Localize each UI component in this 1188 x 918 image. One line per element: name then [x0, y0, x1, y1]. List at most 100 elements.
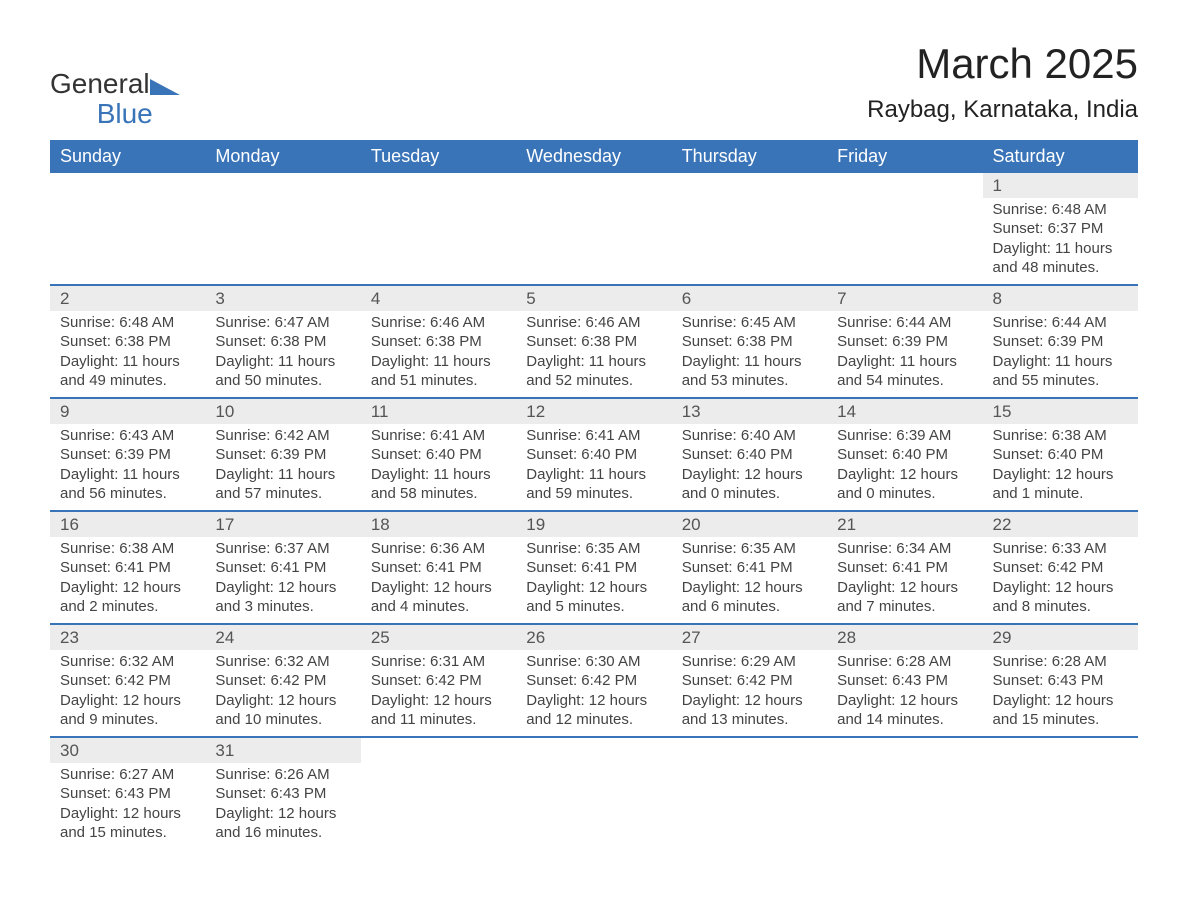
day-detail-cell: Sunrise: 6:35 AMSunset: 6:41 PMDaylight:… — [672, 537, 827, 624]
daylight-text: Daylight: 11 hours and 50 minutes. — [215, 352, 350, 391]
sunset-text: Sunset: 6:42 PM — [993, 558, 1128, 578]
day-detail-cell: Sunrise: 6:46 AMSunset: 6:38 PMDaylight:… — [361, 311, 516, 398]
week-detail-row: Sunrise: 6:48 AMSunset: 6:38 PMDaylight:… — [50, 311, 1138, 398]
sunrise-text: Sunrise: 6:29 AM — [682, 652, 817, 672]
sunset-text: Sunset: 6:39 PM — [215, 445, 350, 465]
sunrise-text: Sunrise: 6:44 AM — [993, 313, 1128, 333]
week-detail-row: Sunrise: 6:43 AMSunset: 6:39 PMDaylight:… — [50, 424, 1138, 511]
sunrise-text: Sunrise: 6:37 AM — [215, 539, 350, 559]
day-number-cell: 20 — [672, 511, 827, 537]
day-detail-cell — [50, 198, 205, 285]
day-detail-cell: Sunrise: 6:41 AMSunset: 6:40 PMDaylight:… — [361, 424, 516, 511]
sunset-text: Sunset: 6:37 PM — [993, 219, 1128, 239]
daylight-text: Daylight: 11 hours and 55 minutes. — [993, 352, 1128, 391]
day-detail-cell — [827, 198, 982, 285]
daylight-text: Daylight: 12 hours and 8 minutes. — [993, 578, 1128, 617]
day-detail-cell: Sunrise: 6:43 AMSunset: 6:39 PMDaylight:… — [50, 424, 205, 511]
sunrise-text: Sunrise: 6:45 AM — [682, 313, 817, 333]
day-detail-cell: Sunrise: 6:26 AMSunset: 6:43 PMDaylight:… — [205, 763, 360, 849]
day-number-cell: 4 — [361, 285, 516, 311]
day-number-cell — [50, 173, 205, 198]
sunrise-text: Sunrise: 6:48 AM — [993, 200, 1128, 220]
daylight-text: Daylight: 12 hours and 7 minutes. — [837, 578, 972, 617]
day-number-cell: 5 — [516, 285, 671, 311]
daylight-text: Daylight: 11 hours and 52 minutes. — [526, 352, 661, 391]
day-number-cell: 22 — [983, 511, 1138, 537]
day-detail-cell: Sunrise: 6:33 AMSunset: 6:42 PMDaylight:… — [983, 537, 1138, 624]
sunset-text: Sunset: 6:40 PM — [526, 445, 661, 465]
daylight-text: Daylight: 11 hours and 58 minutes. — [371, 465, 506, 504]
daylight-text: Daylight: 12 hours and 14 minutes. — [837, 691, 972, 730]
sunset-text: Sunset: 6:41 PM — [526, 558, 661, 578]
sunset-text: Sunset: 6:42 PM — [215, 671, 350, 691]
day-number-cell: 3 — [205, 285, 360, 311]
day-number-cell: 19 — [516, 511, 671, 537]
sunrise-text: Sunrise: 6:28 AM — [837, 652, 972, 672]
day-number-cell — [983, 737, 1138, 763]
week-number-row: 9101112131415 — [50, 398, 1138, 424]
week-number-row: 23242526272829 — [50, 624, 1138, 650]
day-number-cell: 27 — [672, 624, 827, 650]
col-saturday: Saturday — [983, 140, 1138, 173]
sunset-text: Sunset: 6:39 PM — [837, 332, 972, 352]
logo-flag-icon — [150, 72, 180, 100]
location: Raybag, Karnataka, India — [867, 96, 1138, 124]
day-number-cell: 25 — [361, 624, 516, 650]
day-detail-cell: Sunrise: 6:32 AMSunset: 6:42 PMDaylight:… — [50, 650, 205, 737]
daylight-text: Daylight: 11 hours and 51 minutes. — [371, 352, 506, 391]
sunrise-text: Sunrise: 6:41 AM — [371, 426, 506, 446]
sunset-text: Sunset: 6:40 PM — [371, 445, 506, 465]
day-detail-cell: Sunrise: 6:35 AMSunset: 6:41 PMDaylight:… — [516, 537, 671, 624]
sunrise-text: Sunrise: 6:33 AM — [993, 539, 1128, 559]
day-header-row: Sunday Monday Tuesday Wednesday Thursday… — [50, 140, 1138, 173]
daylight-text: Daylight: 12 hours and 3 minutes. — [215, 578, 350, 617]
sunset-text: Sunset: 6:41 PM — [60, 558, 195, 578]
col-sunday: Sunday — [50, 140, 205, 173]
day-number-cell — [672, 173, 827, 198]
sunrise-text: Sunrise: 6:40 AM — [682, 426, 817, 446]
day-number-cell: 23 — [50, 624, 205, 650]
day-detail-cell — [205, 198, 360, 285]
day-number-cell — [672, 737, 827, 763]
week-detail-row: Sunrise: 6:48 AMSunset: 6:37 PMDaylight:… — [50, 198, 1138, 285]
sunrise-text: Sunrise: 6:39 AM — [837, 426, 972, 446]
day-detail-cell: Sunrise: 6:37 AMSunset: 6:41 PMDaylight:… — [205, 537, 360, 624]
day-number-cell — [516, 737, 671, 763]
daylight-text: Daylight: 12 hours and 6 minutes. — [682, 578, 817, 617]
day-number-cell — [827, 737, 982, 763]
day-detail-cell — [827, 763, 982, 849]
week-number-row: 16171819202122 — [50, 511, 1138, 537]
day-detail-cell: Sunrise: 6:46 AMSunset: 6:38 PMDaylight:… — [516, 311, 671, 398]
day-detail-cell: Sunrise: 6:29 AMSunset: 6:42 PMDaylight:… — [672, 650, 827, 737]
day-number-cell: 15 — [983, 398, 1138, 424]
sunrise-text: Sunrise: 6:35 AM — [682, 539, 817, 559]
sunrise-text: Sunrise: 6:35 AM — [526, 539, 661, 559]
sunset-text: Sunset: 6:38 PM — [371, 332, 506, 352]
day-number-cell: 16 — [50, 511, 205, 537]
sunrise-text: Sunrise: 6:41 AM — [526, 426, 661, 446]
day-number-cell: 18 — [361, 511, 516, 537]
day-detail-cell: Sunrise: 6:44 AMSunset: 6:39 PMDaylight:… — [827, 311, 982, 398]
daylight-text: Daylight: 11 hours and 57 minutes. — [215, 465, 350, 504]
day-number-cell: 11 — [361, 398, 516, 424]
day-detail-cell — [672, 198, 827, 285]
day-number-cell — [205, 173, 360, 198]
sunset-text: Sunset: 6:42 PM — [371, 671, 506, 691]
week-number-row: 3031 — [50, 737, 1138, 763]
daylight-text: Daylight: 12 hours and 12 minutes. — [526, 691, 661, 730]
day-detail-cell — [516, 763, 671, 849]
day-detail-cell: Sunrise: 6:30 AMSunset: 6:42 PMDaylight:… — [516, 650, 671, 737]
day-detail-cell: Sunrise: 6:48 AMSunset: 6:37 PMDaylight:… — [983, 198, 1138, 285]
daylight-text: Daylight: 12 hours and 1 minute. — [993, 465, 1128, 504]
week-number-row: 1 — [50, 173, 1138, 198]
daylight-text: Daylight: 12 hours and 5 minutes. — [526, 578, 661, 617]
logo-text-general: General — [50, 68, 150, 99]
daylight-text: Daylight: 12 hours and 13 minutes. — [682, 691, 817, 730]
day-number-cell: 10 — [205, 398, 360, 424]
sunrise-text: Sunrise: 6:32 AM — [60, 652, 195, 672]
day-detail-cell: Sunrise: 6:31 AMSunset: 6:42 PMDaylight:… — [361, 650, 516, 737]
sunset-text: Sunset: 6:39 PM — [60, 445, 195, 465]
day-detail-cell: Sunrise: 6:28 AMSunset: 6:43 PMDaylight:… — [827, 650, 982, 737]
daylight-text: Daylight: 11 hours and 59 minutes. — [526, 465, 661, 504]
sunrise-text: Sunrise: 6:42 AM — [215, 426, 350, 446]
